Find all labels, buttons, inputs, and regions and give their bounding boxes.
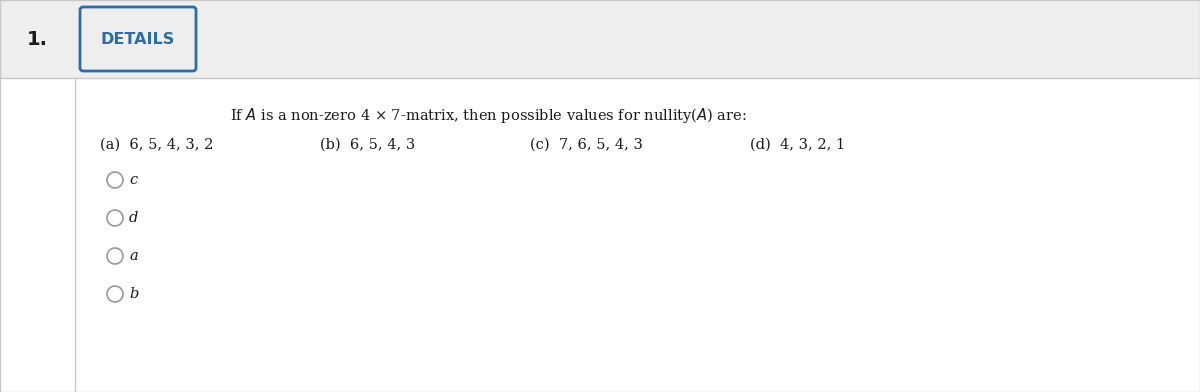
Text: If $A$ is a non-zero 4 × 7-matrix, then possible values for nullity($A$) are:: If $A$ is a non-zero 4 × 7-matrix, then … [230, 106, 746, 125]
Text: (d)  4, 3, 2, 1: (d) 4, 3, 2, 1 [750, 138, 845, 152]
Text: (b)  6, 5, 4, 3: (b) 6, 5, 4, 3 [320, 138, 415, 152]
Circle shape [107, 210, 124, 226]
FancyBboxPatch shape [0, 0, 1200, 78]
Circle shape [107, 172, 124, 188]
Text: d: d [130, 211, 138, 225]
Circle shape [107, 286, 124, 302]
Circle shape [107, 248, 124, 264]
Text: 1.: 1. [28, 29, 48, 49]
Text: (c)  7, 6, 5, 4, 3: (c) 7, 6, 5, 4, 3 [530, 138, 643, 152]
Text: b: b [130, 287, 138, 301]
Text: DETAILS: DETAILS [101, 31, 175, 47]
Text: (a)  6, 5, 4, 3, 2: (a) 6, 5, 4, 3, 2 [100, 138, 214, 152]
FancyBboxPatch shape [0, 78, 1200, 392]
Text: a: a [130, 249, 138, 263]
Text: c: c [130, 173, 137, 187]
FancyBboxPatch shape [80, 7, 196, 71]
